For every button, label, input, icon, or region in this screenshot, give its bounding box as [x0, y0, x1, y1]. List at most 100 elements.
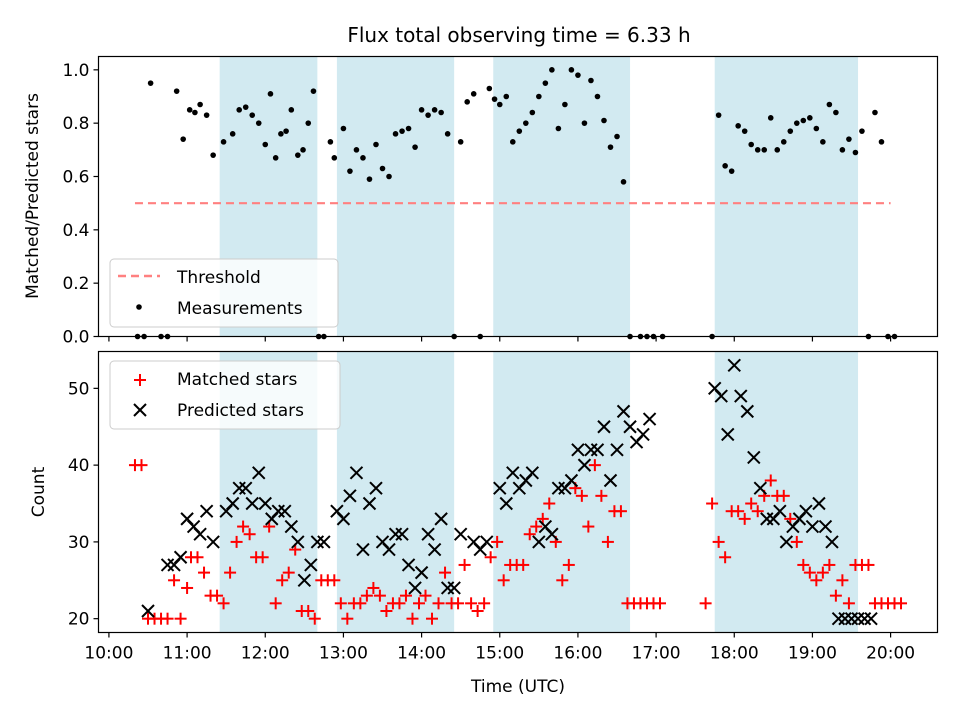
matched-star-point [471, 605, 484, 618]
measurement-point [581, 120, 588, 126]
matched-star-point [135, 459, 148, 472]
measurement-point [386, 173, 392, 180]
matched-star-point [269, 597, 282, 610]
chart-title: Flux total observing time = 6.33 h [347, 23, 690, 47]
measurement-point [486, 85, 493, 92]
bottom-legend: Matched stars Predicted stars [109, 360, 341, 430]
predicted-star-point [382, 542, 396, 557]
matched-star-point [777, 489, 790, 502]
measurement-point [295, 152, 301, 158]
measurement-point [722, 163, 728, 169]
matched-star-point [862, 558, 875, 571]
matched-star-point [842, 597, 855, 610]
measurement-point [373, 141, 379, 148]
matched-star-point [764, 474, 777, 487]
top-y-tick-label: 0.2 [62, 274, 89, 294]
bottom-x-ticks: 10:00 11:00 12:00 13:00 14:00 15:00 16:00 17:00… [84, 632, 915, 664]
measurement-point [210, 152, 216, 158]
top-x-ticks [108, 336, 892, 342]
matched-star-point [601, 535, 614, 548]
predicted-star-point [427, 542, 442, 557]
matched-star-point [497, 574, 510, 587]
matched-star-point [836, 574, 849, 587]
measurement-point [399, 128, 405, 134]
top-shaded-band [336, 56, 455, 337]
legend-predicted-swatch [133, 403, 147, 417]
predicted-star-point [304, 558, 318, 572]
measurement-point [220, 139, 227, 145]
measurement-point [793, 120, 800, 126]
matched-star-point [790, 535, 803, 548]
predicted-star-point [395, 527, 409, 541]
measurement-point [186, 107, 193, 113]
matched-star-point [373, 589, 386, 602]
predicted-star-point [206, 535, 220, 549]
measurement-point [310, 88, 317, 94]
matched-star-point [217, 597, 230, 610]
measurement-point [741, 128, 748, 134]
measurement-point [444, 131, 451, 137]
x-axis-label: Time (UTC) [470, 677, 565, 697]
legend-matched-swatch [134, 374, 146, 386]
matched-star-point [562, 558, 575, 571]
predicted-star-point [252, 466, 266, 480]
measurement-point [568, 67, 575, 73]
matched-star-point [224, 566, 237, 579]
measurement-point [774, 147, 781, 153]
bottom-axes-frame [97, 350, 939, 634]
matched-star-point [452, 597, 465, 610]
measurement-point [229, 131, 236, 137]
predicted-star-point [336, 512, 351, 526]
measurement-point [833, 109, 839, 116]
predicted-star-point [727, 358, 741, 373]
measurement-point [601, 117, 607, 124]
matched-star-point [419, 589, 432, 602]
measurement-point [839, 147, 846, 153]
legend-measurements-label: Measurements [177, 299, 303, 319]
measurement-point [197, 101, 203, 108]
bottom-shaded-band [336, 351, 455, 633]
matched-star-point [732, 505, 745, 518]
matched-star-point [328, 574, 341, 587]
predicted-star-point [173, 550, 188, 564]
measurement-point [242, 104, 249, 110]
measurement-point [418, 107, 425, 113]
measurement-point [728, 168, 735, 174]
top-shaded-band [493, 56, 631, 337]
measurement-point [826, 101, 833, 108]
matched-star-point [354, 597, 367, 610]
matched-star-point [211, 589, 224, 602]
matched-star-point [308, 612, 321, 625]
measurement-point [180, 136, 186, 142]
predicted-star-point [317, 535, 331, 549]
predicted-star-point [349, 466, 364, 480]
predicted-star-point [291, 535, 305, 549]
measurement-point [800, 117, 807, 124]
bottom-y-axis-label: Count [29, 466, 49, 517]
measurement-point [283, 128, 289, 134]
predicted-star-point [864, 611, 878, 626]
x-tick-label: 12:00 [241, 644, 290, 664]
top-panel: 0.0 0.2 0.4 0.6 0.8 1.0 Matched/Predicted sta… [23, 55, 939, 348]
predicted-star-point [271, 504, 285, 518]
predicted-star-point [642, 412, 657, 426]
predicted-star-point [506, 466, 520, 480]
predicted-star-point [362, 496, 377, 511]
predicted-star-point [779, 535, 794, 549]
measurement-point [529, 109, 536, 116]
predicted-star-point [610, 443, 624, 457]
matched-star-point [484, 551, 497, 564]
x-tick-label: 16:00 [553, 644, 602, 664]
matched-star-point [360, 589, 373, 602]
bottom-y-tick-label: 30 [68, 533, 90, 553]
predicted-star-point [590, 443, 605, 457]
matched-star-point [803, 566, 816, 579]
top-shaded-band [714, 56, 859, 337]
matched-star-point [654, 597, 667, 610]
matched-star-point [556, 574, 569, 587]
top-y-tick-label: 1.0 [62, 61, 89, 81]
predicted-star-point [480, 535, 494, 549]
matched-star-point [399, 589, 412, 602]
x-tick-label: 10:00 [84, 644, 133, 664]
